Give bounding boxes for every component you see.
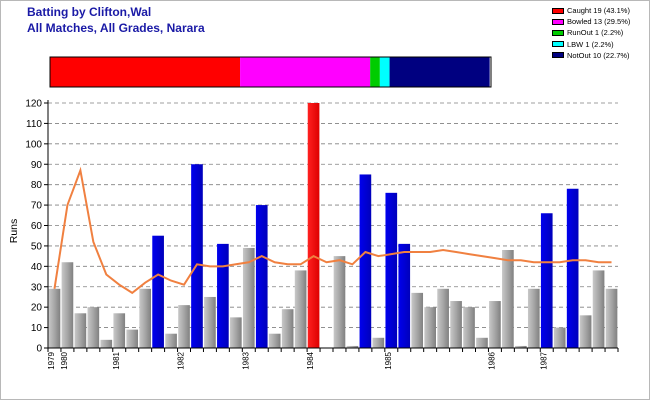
bars [48, 103, 618, 348]
dismissal-bar-border [49, 56, 492, 88]
bar-out [87, 307, 100, 348]
bar-notout [398, 243, 411, 348]
average-line-path [53, 166, 612, 295]
legend-label-bowled: Bowled 13 (29.5%) [567, 17, 631, 27]
bar-highest [307, 103, 320, 348]
bar-out [527, 288, 540, 348]
bar-notout [566, 188, 579, 348]
bar-out [489, 301, 501, 348]
bar-notout [152, 235, 164, 348]
bar-out [178, 305, 190, 348]
y-tick-label: 30 [31, 282, 43, 293]
bar-notout [359, 174, 372, 348]
y-tick-label: 120 [25, 99, 42, 110]
y-tick-label: 110 [26, 119, 42, 130]
bar-out [463, 307, 475, 348]
legend-item-lbw: LBW 1 (2.2%) [552, 39, 630, 50]
bar-out [100, 339, 113, 348]
bar-out [126, 329, 139, 348]
bar-out [579, 315, 592, 348]
legend-item-runout: RunOut 1 (2.2%) [552, 27, 630, 38]
x-axis: 1979 1980 1981 1982 1983 1984 1985 1986 1987 [47, 347, 619, 370]
bar-out [424, 307, 436, 348]
y-tick-label: 100 [25, 139, 42, 150]
bar-out [553, 327, 566, 348]
legend-swatch-lbw [552, 41, 564, 48]
y-axis-label: Runs [8, 219, 20, 244]
bar-out [61, 262, 74, 348]
legend-swatch-bowled [552, 18, 564, 25]
bar-out [411, 292, 424, 348]
bar-out [268, 333, 281, 348]
bar-out [450, 301, 462, 348]
bar-out [476, 337, 488, 348]
legend-item-notout: NotOut 10 (22.7%) [552, 50, 630, 61]
dismissal-segment-lbw [379, 57, 390, 87]
y-tick-label: 60 [31, 221, 43, 232]
bar-out [605, 288, 618, 348]
x-year-label: 1982 [177, 351, 186, 369]
x-year-label: 1983 [241, 351, 250, 369]
bar-out [502, 250, 514, 348]
bar-out [592, 270, 605, 348]
y-tick-label: 80 [31, 180, 43, 191]
bar-out [515, 345, 527, 348]
y-tick-label: 50 [31, 241, 43, 252]
bar-out [372, 337, 385, 348]
bar-notout [540, 213, 553, 348]
legend: Caught 19 (43.1%) Bowled 13 (29.5%) RunO… [552, 5, 630, 61]
bar-notout [385, 192, 398, 348]
legend-label-runout: RunOut 1 (2.2%) [567, 28, 624, 38]
bar-out [204, 296, 216, 348]
legend-item-bowled: Bowled 13 (29.5%) [552, 16, 630, 27]
x-year-label: 1979 [47, 351, 56, 369]
x-year-label: 1981 [112, 351, 121, 369]
y-tick-label: 0 [36, 344, 42, 355]
dismissal-segment-notout [389, 57, 490, 87]
y-tick-label: 20 [31, 303, 43, 314]
dismissal-segment-bowled [240, 57, 371, 87]
average-line [53, 166, 612, 295]
legend-label-lbw: LBW 1 (2.2%) [567, 39, 614, 49]
dismissal-breakdown-bar [49, 56, 492, 88]
y-tick-label: 10 [31, 323, 43, 334]
x-year-label: 1985 [384, 351, 393, 369]
bar-notout [217, 243, 229, 348]
x-year-label: 1986 [487, 351, 496, 369]
dismissal-segment-runout [370, 57, 380, 87]
bar-out [294, 270, 307, 348]
bar-out [74, 313, 87, 348]
y-tick-label: 90 [31, 160, 43, 171]
bar-out [437, 288, 449, 348]
bar-notout [255, 205, 268, 348]
legend-label-notout: NotOut 10 (22.7%) [567, 50, 630, 60]
dismissal-segment-caught [50, 57, 241, 87]
bar-out [333, 256, 346, 348]
legend-swatch-runout [552, 29, 564, 36]
y-tick-label: 40 [31, 262, 43, 273]
y-tick-label: 70 [31, 201, 43, 212]
legend-label-caught: Caught 19 (43.1%) [567, 6, 630, 16]
x-year-label: 1984 [306, 351, 315, 369]
bar-out [281, 309, 294, 348]
x-year-label: 1980 [60, 351, 69, 369]
chart-subtitle: All Matches, All Grades, Narara [27, 21, 205, 35]
bar-out [165, 333, 177, 348]
bar-out [113, 313, 126, 348]
bar-notout [191, 164, 203, 348]
y-axis: 0 10 20 30 40 50 60 70 80 90 100 110 120 [25, 99, 49, 355]
legend-item-caught: Caught 19 (43.1%) [552, 5, 630, 16]
bar-out [230, 317, 242, 348]
legend-swatch-notout [552, 52, 564, 59]
bar-out [139, 288, 151, 348]
bar-out [242, 247, 255, 348]
x-year-label: 1987 [539, 351, 548, 369]
bar-out [346, 345, 359, 348]
bar-out [48, 288, 61, 348]
chart-title: Batting by Clifton,Wal [27, 5, 152, 19]
legend-swatch-caught [552, 7, 564, 14]
